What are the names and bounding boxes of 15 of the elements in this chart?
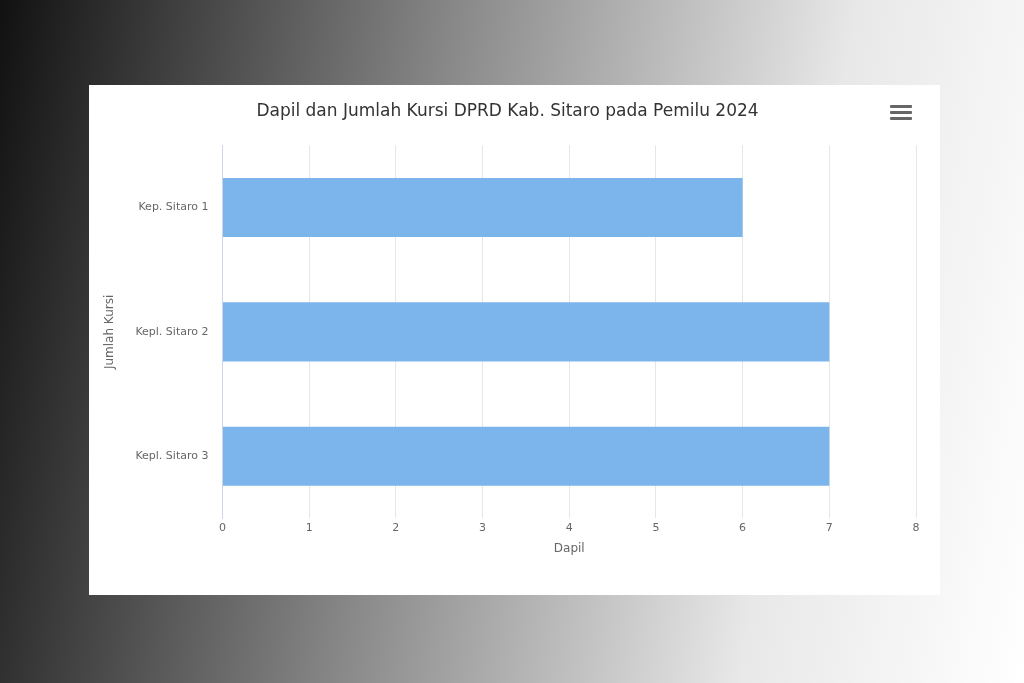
x-tick-label: 7 xyxy=(825,520,833,534)
x-tick-label: 2 xyxy=(392,520,400,534)
y-tick-label: Kep. Sitaro 1 xyxy=(138,200,209,214)
x-axis-title: Dapil xyxy=(553,540,585,555)
y-tick-label: Kepl. Sitaro 2 xyxy=(135,324,209,338)
x-tick-label: 5 xyxy=(652,520,660,534)
x-tick-label: 0 xyxy=(218,520,226,534)
y-tick-label: Kepl. Sitaro 3 xyxy=(135,449,209,463)
x-tick-label: 1 xyxy=(305,520,313,534)
x-tick-label: 8 xyxy=(912,520,920,534)
x-tick-label: 4 xyxy=(565,520,573,534)
chart-title: Dapil dan Jumlah Kursi DPRD Kab. Sitaro pada Pemilu 2024 xyxy=(256,99,759,120)
x-tick-label: 6 xyxy=(739,520,747,534)
y-axis-title: Jumlah Kursi xyxy=(102,294,117,371)
x-tick-label: 3 xyxy=(479,520,487,534)
